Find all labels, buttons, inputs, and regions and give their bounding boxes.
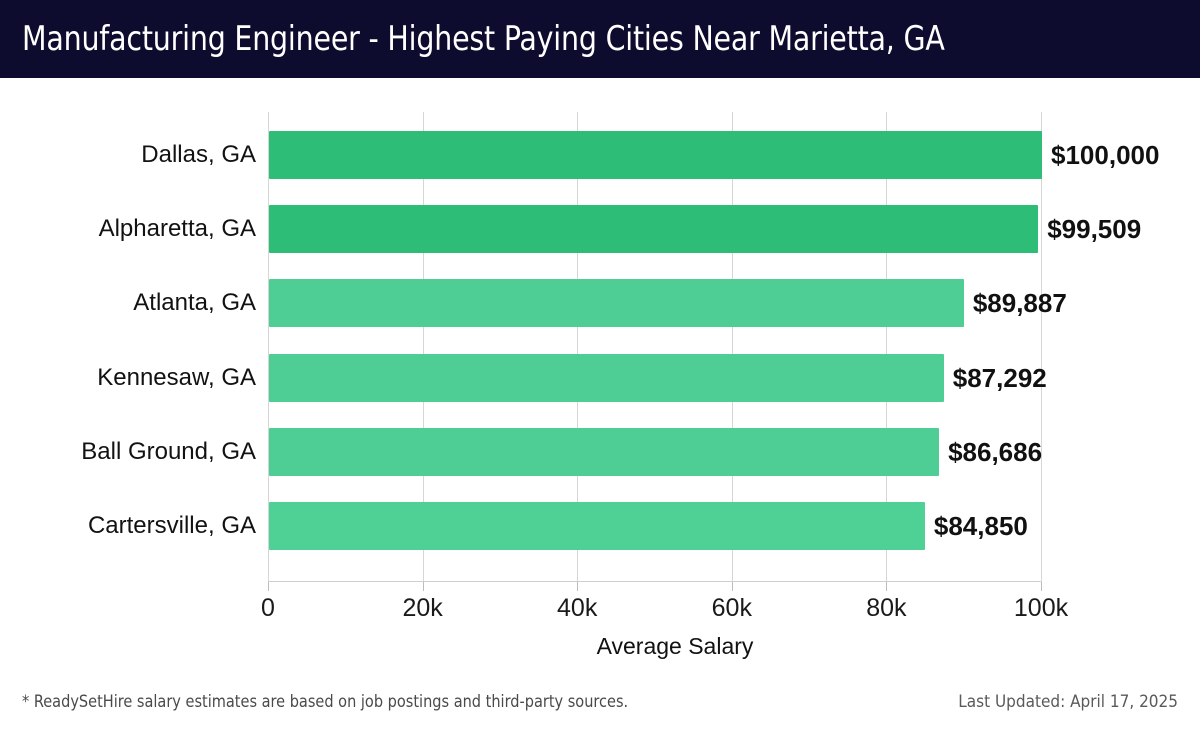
- category-label: Alpharetta, GA: [98, 215, 256, 243]
- x-tick-mark: [1041, 582, 1042, 591]
- x-tick-label: 60k: [711, 594, 752, 622]
- bar-value-label: $86,686: [948, 436, 1043, 467]
- bar-row: Alpharetta, GA $99,509: [0, 205, 1200, 254]
- bar-value-label: $100,000: [1051, 140, 1160, 170]
- x-tick-mark: [268, 582, 269, 591]
- x-tick-label: 100k: [1013, 594, 1069, 622]
- bar[interactable]: [269, 353, 944, 402]
- x-axis-line: [268, 581, 1041, 582]
- gridline: [422, 112, 424, 582]
- category-label: Dallas, GA: [141, 141, 256, 168]
- x-axis-title: Average Salary: [596, 633, 754, 659]
- bar-value-label: $87,292: [952, 362, 1047, 393]
- footer: * ReadySetHire salary estimates are base…: [0, 692, 1200, 740]
- bar[interactable]: [269, 427, 940, 476]
- bar-row: Dallas, GA $100,000: [0, 131, 1200, 179]
- bar-value-label: $99,509: [1047, 214, 1142, 245]
- gridline: [1041, 112, 1042, 582]
- x-tick-mark: [577, 582, 579, 591]
- gridline: [577, 112, 579, 582]
- plot-area: 0 20k 40k 60k 80k 100k Dallas, GA $100,000 Alph…: [0, 78, 1200, 678]
- x-tick-mark: [886, 582, 888, 591]
- x-tick-label: 80k: [866, 594, 907, 622]
- chart-header-bar: Manufacturing Engineer - Highest Paying …: [0, 0, 1200, 78]
- category-label: Ball Ground, GA: [81, 437, 256, 465]
- gridline: [731, 112, 733, 582]
- category-label: Atlanta, GA: [133, 289, 256, 317]
- bar-row: Ball Ground, GA $86,686: [0, 427, 1200, 476]
- bar-row: Cartersville, GA $84,850: [0, 502, 1200, 550]
- bar-row: Atlanta, GA $89,887: [0, 279, 1200, 328]
- x-tick-label: 0: [261, 594, 275, 622]
- bar[interactable]: [269, 502, 925, 550]
- category-label: Kennesaw, GA: [97, 363, 256, 391]
- category-label: Cartersville, GA: [87, 512, 256, 539]
- x-tick-mark: [422, 582, 424, 591]
- footer-disclaimer: * ReadySetHire salary estimates are base…: [22, 692, 629, 712]
- page-title: Manufacturing Engineer - Highest Paying …: [22, 19, 945, 59]
- gridline: [886, 112, 888, 582]
- x-tick-mark: [731, 582, 733, 591]
- bar-value-label: $89,887: [972, 288, 1067, 319]
- bar[interactable]: [269, 279, 964, 328]
- x-tick-label: 20k: [402, 594, 443, 622]
- bar[interactable]: [269, 205, 1039, 254]
- bar-row: Kennesaw, GA $87,292: [0, 353, 1200, 402]
- gridline: [268, 112, 269, 582]
- bar[interactable]: [269, 131, 1042, 179]
- x-tick-label: 40k: [557, 594, 598, 622]
- footer-last-updated: Last Updated: April 17, 2025: [958, 692, 1178, 712]
- bar-value-label: $84,850: [933, 511, 1028, 541]
